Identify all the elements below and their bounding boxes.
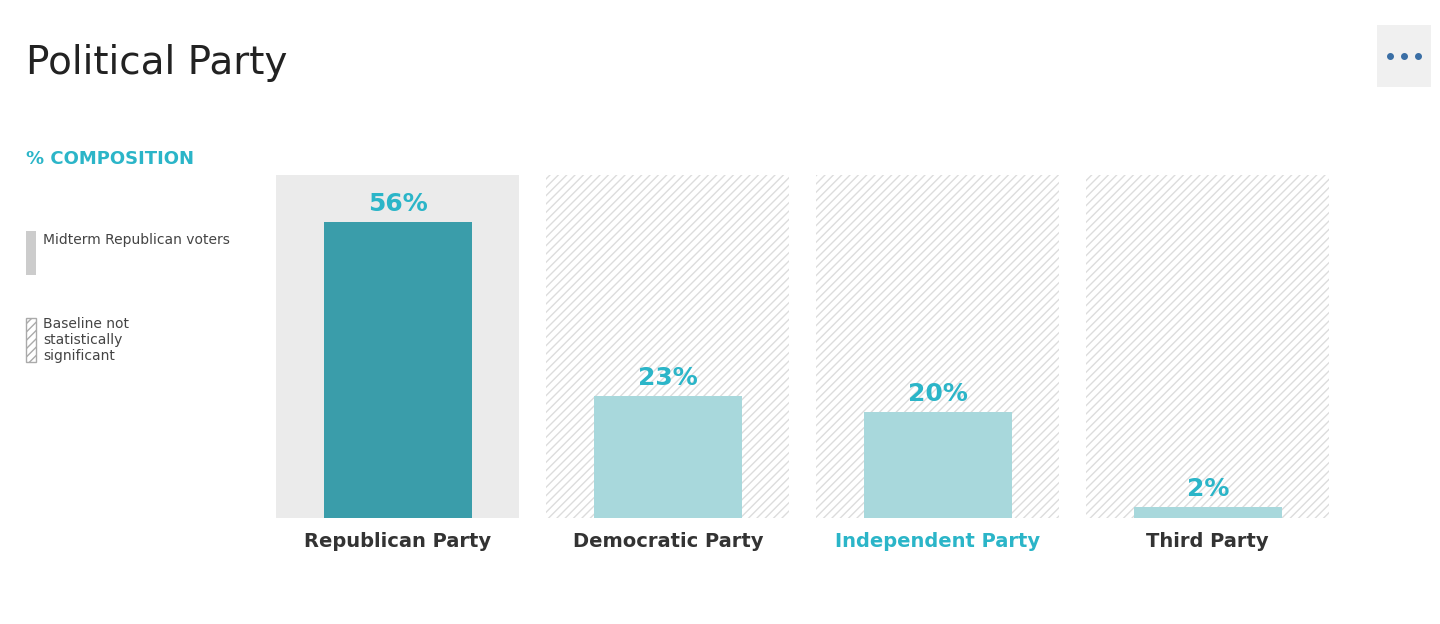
Text: Midterm Republican voters: Midterm Republican voters (43, 233, 230, 247)
Text: 56%: 56% (369, 192, 428, 216)
Text: 20%: 20% (907, 382, 968, 406)
Bar (1086, 175, 1329, 518)
Bar (864, 412, 1012, 518)
Text: Baseline not
statistically
significant: Baseline not statistically significant (43, 317, 130, 363)
Bar (816, 175, 1060, 518)
Text: Political Party: Political Party (26, 44, 288, 82)
Text: 2%: 2% (1187, 477, 1228, 501)
Bar (324, 222, 472, 518)
Bar (1133, 507, 1282, 518)
Bar (593, 396, 742, 518)
Bar (546, 175, 789, 518)
Text: % COMPOSITION: % COMPOSITION (26, 150, 194, 168)
Bar (276, 175, 520, 518)
Text: 23%: 23% (638, 366, 697, 390)
